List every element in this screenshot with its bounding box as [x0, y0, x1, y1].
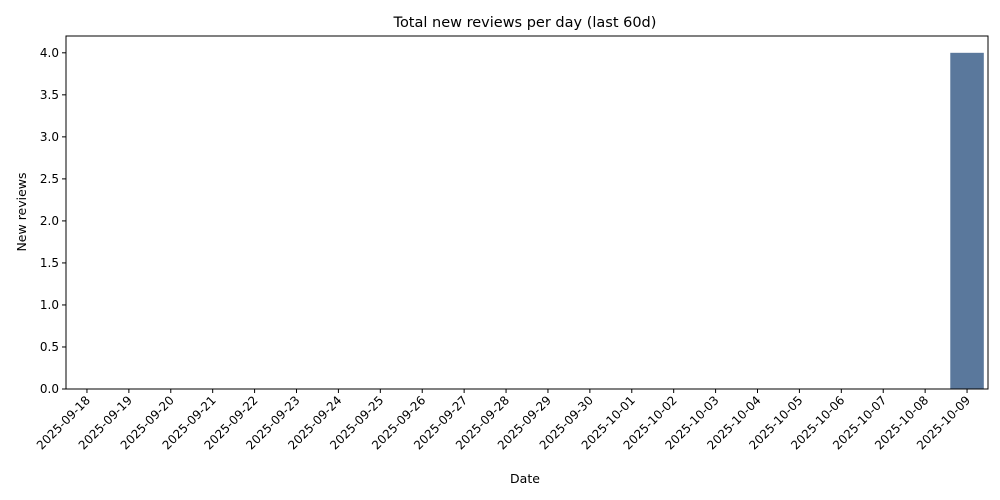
y-tick-label: 2.0: [40, 214, 59, 228]
chart-title: Total new reviews per day (last 60d): [393, 15, 657, 31]
plot-frame: [65, 35, 989, 390]
y-tick-label: 1.5: [40, 256, 59, 270]
y-tick-label: 2.5: [40, 172, 59, 186]
plot-area: 0.00.51.01.52.02.53.03.54.02025-09-18202…: [34, 35, 989, 452]
bar-2025-10-09: [950, 52, 984, 390]
x-axis-label: Date: [510, 471, 540, 486]
y-tick-label: 0.5: [40, 340, 59, 354]
y-tick-label: 1.0: [40, 298, 59, 312]
y-tick-label: 3.5: [40, 88, 59, 102]
y-tick-label: 0.0: [40, 382, 59, 396]
y-tick-label: 3.0: [40, 130, 59, 144]
y-tick-label: 4.0: [40, 46, 59, 60]
y-axis-label: New reviews: [14, 172, 29, 251]
